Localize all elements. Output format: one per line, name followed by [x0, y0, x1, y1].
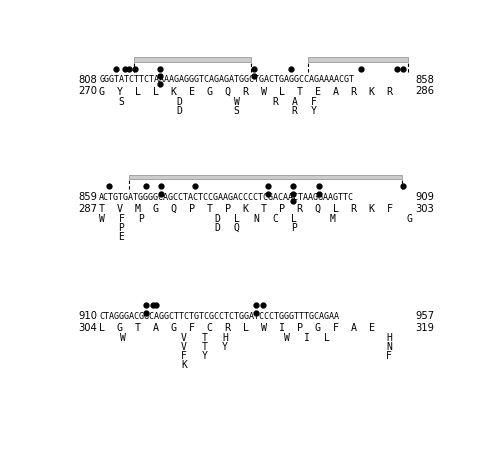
Text: K: K: [181, 360, 187, 370]
Text: N: N: [386, 342, 392, 352]
Text: 287: 287: [78, 204, 98, 214]
Text: C: C: [272, 214, 278, 224]
Text: P: P: [138, 214, 143, 224]
Text: G: G: [407, 214, 412, 224]
Text: Y: Y: [310, 106, 316, 116]
Text: A: A: [292, 96, 298, 106]
Text: Q: Q: [234, 223, 239, 233]
Text: D: D: [176, 96, 182, 106]
Text: F: F: [181, 351, 187, 361]
Text: 910: 910: [78, 311, 98, 321]
Text: P: P: [118, 223, 124, 233]
Text: N: N: [253, 214, 259, 224]
Bar: [128, 175, 402, 179]
Text: S: S: [118, 96, 124, 106]
Text: I: I: [304, 333, 310, 343]
Text: V: V: [181, 333, 187, 343]
Text: T: T: [202, 333, 207, 343]
Text: W: W: [234, 96, 239, 106]
Text: S: S: [234, 106, 239, 116]
Text: Y: Y: [202, 351, 207, 361]
Text: M: M: [330, 214, 336, 224]
Text: 808: 808: [78, 75, 98, 85]
Bar: [134, 57, 251, 61]
Text: L: L: [324, 333, 330, 343]
Text: H: H: [386, 333, 392, 343]
Text: H: H: [222, 333, 228, 343]
Text: 270: 270: [78, 86, 98, 96]
Text: CTAGGGACGGCAGGCTTCTGTCGCCTCTGGATCCCTGGGTTTGCAGAA: CTAGGGACGGCAGGCTTCTGTCGCCTCTGGATCCCTGGGT…: [100, 312, 340, 321]
Text: F: F: [118, 214, 124, 224]
Text: F: F: [386, 351, 392, 361]
Text: 303: 303: [415, 204, 434, 214]
Text: E: E: [118, 232, 124, 242]
Text: W: W: [120, 333, 126, 343]
Text: L: L: [234, 214, 239, 224]
Text: 957: 957: [415, 311, 434, 321]
Text: T: T: [202, 342, 207, 352]
Text: W: W: [284, 333, 290, 343]
Text: ACTGTGATGGGGCAGCCTACTCCGAAGACCCCTCGACAACTAAGGAAGTTC: ACTGTGATGGGGCAGCCTACTCCGAAGACCCCTCGACAAC…: [100, 192, 354, 202]
Bar: [308, 57, 408, 61]
Text: D: D: [214, 223, 220, 233]
Text: D: D: [176, 106, 182, 116]
Text: L  G  T  A  G  F  C  R  L  W  I  P  G  F  A  E: L G T A G F C R L W I P G F A E: [100, 323, 376, 333]
Text: R: R: [292, 106, 298, 116]
Text: 319: 319: [415, 323, 434, 333]
Text: L: L: [292, 214, 298, 224]
Text: F: F: [310, 96, 316, 106]
Text: GGGTATCTTCTAAAAGAGGGTCAGAGATGGCTGACTGAGGCCAGAAAACGT: GGGTATCTTCTAAAAGAGGGTCAGAGATGGCTGACTGAGG…: [100, 76, 354, 84]
Text: D: D: [214, 214, 220, 224]
Text: 286: 286: [415, 86, 434, 96]
Text: R: R: [272, 96, 278, 106]
Text: T  V  M  G  Q  P  T  P  K  T  P  R  Q  L  R  K  F: T V M G Q P T P K T P R Q L R K F: [100, 204, 394, 214]
Text: 858: 858: [415, 75, 434, 85]
Text: 304: 304: [78, 323, 98, 333]
Text: P: P: [292, 223, 298, 233]
Text: G  Y  L  L  K  E  G  Q  R  W  L  T  E  A  R  K  R: G Y L L K E G Q R W L T E A R K R: [100, 86, 394, 96]
Text: V: V: [181, 342, 187, 352]
Text: 859: 859: [78, 192, 98, 202]
Text: Y: Y: [222, 342, 228, 352]
Text: 909: 909: [415, 192, 434, 202]
Text: W: W: [100, 214, 105, 224]
